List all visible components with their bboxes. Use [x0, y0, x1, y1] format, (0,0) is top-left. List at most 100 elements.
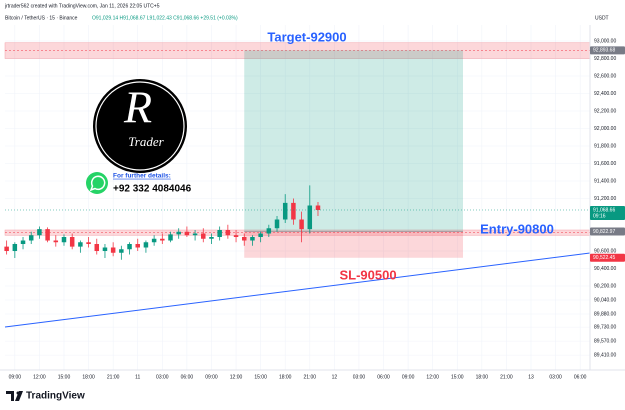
y-tick-label: 89,880.00 — [594, 311, 616, 317]
candle-body — [151, 238, 157, 243]
price-label: 90,522.45 — [593, 255, 615, 261]
candle-body — [307, 205, 313, 230]
x-tick-label: 12:00 — [230, 374, 243, 380]
candle-body — [69, 237, 75, 247]
stop-zone — [244, 231, 464, 258]
candle-body — [209, 237, 214, 239]
x-tick-label: 12:00 — [33, 374, 46, 380]
price-label-box — [590, 227, 625, 236]
price-label-box — [590, 205, 625, 220]
x-tick-label: 21:00 — [304, 374, 317, 380]
price-label-box — [590, 253, 625, 262]
logo-circle — [91, 77, 189, 175]
contact-label: For further details: — [113, 173, 171, 180]
y-tick-label: 91,600.00 — [594, 161, 616, 167]
candle-body — [61, 237, 67, 243]
y-tick-label: 91,200.00 — [594, 196, 616, 202]
y-tick-label: 93,000.00 — [594, 38, 616, 44]
whatsapp-glyph — [89, 175, 106, 192]
x-tick-label: 06:00 — [181, 374, 194, 380]
annotation: Target-92900 — [267, 29, 346, 44]
footer-brand: TradingView — [26, 391, 85, 402]
candle-body — [266, 228, 272, 234]
x-tick-label: 06:00 — [377, 374, 390, 380]
x-tick-label: 21:00 — [107, 374, 120, 380]
candle-body — [176, 231, 181, 235]
candle-body — [110, 247, 116, 253]
price-label: 92,893.68 — [593, 48, 615, 54]
y-tick-label: 90,200.00 — [594, 283, 616, 289]
x-tick-label: 13 — [528, 374, 534, 380]
candle-body — [258, 233, 263, 238]
x-tick-label: 11 — [135, 374, 140, 380]
candle-body — [78, 242, 83, 247]
y-tick-label: 92,800.00 — [594, 56, 616, 62]
candle-body — [143, 242, 149, 248]
logo-word: Trader — [128, 134, 164, 149]
y-tick-label: 90,040.00 — [594, 297, 616, 303]
x-tick-label: 09:00 — [9, 374, 22, 380]
y-tick-label: 91,800.00 — [594, 143, 616, 149]
ohlc: O91,029.14 H91,068.67 L91,022.43 C91,068… — [92, 15, 238, 21]
candle-body — [135, 244, 140, 248]
x-tick-label: 03:00 — [353, 374, 366, 380]
candle-body — [28, 235, 34, 241]
x-tick-label: 03:00 — [549, 374, 562, 380]
candle-body — [217, 230, 222, 238]
phone: +92 332 4084046 — [113, 184, 192, 195]
candle-body — [315, 205, 321, 210]
x-tick-label: 15:00 — [451, 374, 464, 380]
candle-body — [102, 247, 108, 252]
candle-body — [184, 231, 190, 236]
candle-body — [291, 202, 296, 220]
candle-body — [282, 202, 288, 220]
y-tick-label: 89,570.00 — [594, 338, 616, 344]
price-label-box — [590, 46, 625, 55]
price-label: 90,822.97 — [593, 229, 615, 235]
candle-body — [86, 242, 91, 245]
candle-body — [201, 233, 206, 239]
candle-body — [94, 244, 100, 252]
x-tick-label: 03:00 — [156, 374, 169, 380]
footer-logo — [6, 391, 23, 401]
x-tick-label: 12:00 — [426, 374, 439, 380]
candle-body — [233, 235, 239, 238]
candle-body — [225, 230, 231, 236]
plot — [4, 42, 591, 328]
candle-body — [274, 219, 280, 229]
price-label-sub: 09:16 — [593, 213, 606, 219]
y-tick-label: 92,600.00 — [594, 73, 616, 79]
candle-body — [45, 229, 50, 241]
currency: USDT — [595, 15, 609, 21]
y-tick-label: 91,400.00 — [594, 178, 616, 184]
logo-ring — [95, 81, 185, 171]
x-tick-label: 09:00 — [402, 374, 415, 380]
candle-body — [53, 240, 59, 243]
candle-body — [127, 244, 132, 250]
candle-body — [119, 249, 124, 253]
x-tick-label: 12 — [332, 374, 338, 380]
candle-body — [20, 240, 26, 245]
x-tick-label: 06:00 — [574, 374, 587, 380]
x-tick-label: 18:00 — [279, 374, 292, 380]
candle-body — [4, 246, 9, 252]
y-tick-label: 89,410.00 — [594, 352, 616, 358]
candle-body — [192, 233, 198, 236]
x-tick-label: 15:00 — [58, 374, 71, 380]
x-tick-label: 09:00 — [205, 374, 218, 380]
y-tick-label: 92,400.00 — [594, 91, 616, 97]
price-label: 91,068.66 — [593, 207, 615, 213]
annotation: SL-90500 — [339, 267, 396, 282]
candle-body — [168, 234, 173, 241]
y-tick-label: 90,400.00 — [594, 266, 616, 272]
logo-letter: R — [123, 82, 152, 133]
annotation: Entry-90800 — [480, 221, 554, 236]
candle-body — [250, 237, 255, 241]
x-tick-label: 18:00 — [82, 374, 95, 380]
tv-logo-dot — [16, 391, 20, 395]
x-tick-label: 21:00 — [500, 374, 513, 380]
candle-body — [299, 219, 304, 230]
y-tick-label: 92,200.00 — [594, 108, 616, 114]
